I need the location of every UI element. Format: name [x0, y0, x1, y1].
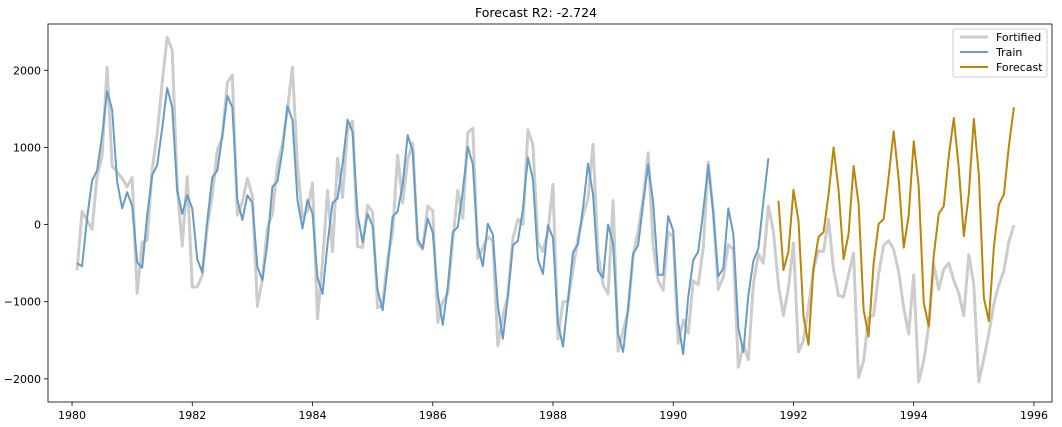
- y-tick-label: −2000: [4, 373, 41, 386]
- x-tick-label: 1980: [58, 409, 86, 422]
- legend-label-fortified: Fortified: [996, 31, 1041, 44]
- x-tick-label: 1994: [900, 409, 928, 422]
- series-line-train: [76, 87, 770, 356]
- x-tick-label: 1990: [659, 409, 687, 422]
- series-line-forecast: [777, 107, 1015, 346]
- x-tick-label: 1986: [419, 409, 447, 422]
- legend-box: [952, 28, 1048, 78]
- plot-frame: [47, 23, 1053, 403]
- x-tick-label: 1996: [1020, 409, 1048, 422]
- y-tick-label: 2000: [13, 64, 41, 77]
- x-tick-label: 1984: [299, 409, 327, 422]
- y-axis: −2000 −1000 0 1000 2000: [4, 64, 48, 386]
- x-tick-label: 1982: [178, 409, 206, 422]
- legend: Fortified Train Forecast: [952, 28, 1048, 78]
- chart-title: Forecast R2: -2.724: [475, 5, 597, 20]
- plot-lines: [75, 35, 1016, 384]
- x-axis: 1980 1982 1984 1986 1988 1990 1992 1994 1996: [58, 402, 1048, 422]
- legend-label-forecast: Forecast: [996, 61, 1043, 74]
- x-tick-label: 1988: [539, 409, 567, 422]
- y-tick-label: −1000: [4, 296, 41, 309]
- y-tick-label: 0: [34, 219, 41, 232]
- legend-label-train: Train: [995, 46, 1022, 59]
- y-tick-label: 1000: [13, 141, 41, 154]
- series-line-fortified: [75, 35, 1016, 384]
- x-tick-label: 1992: [779, 409, 807, 422]
